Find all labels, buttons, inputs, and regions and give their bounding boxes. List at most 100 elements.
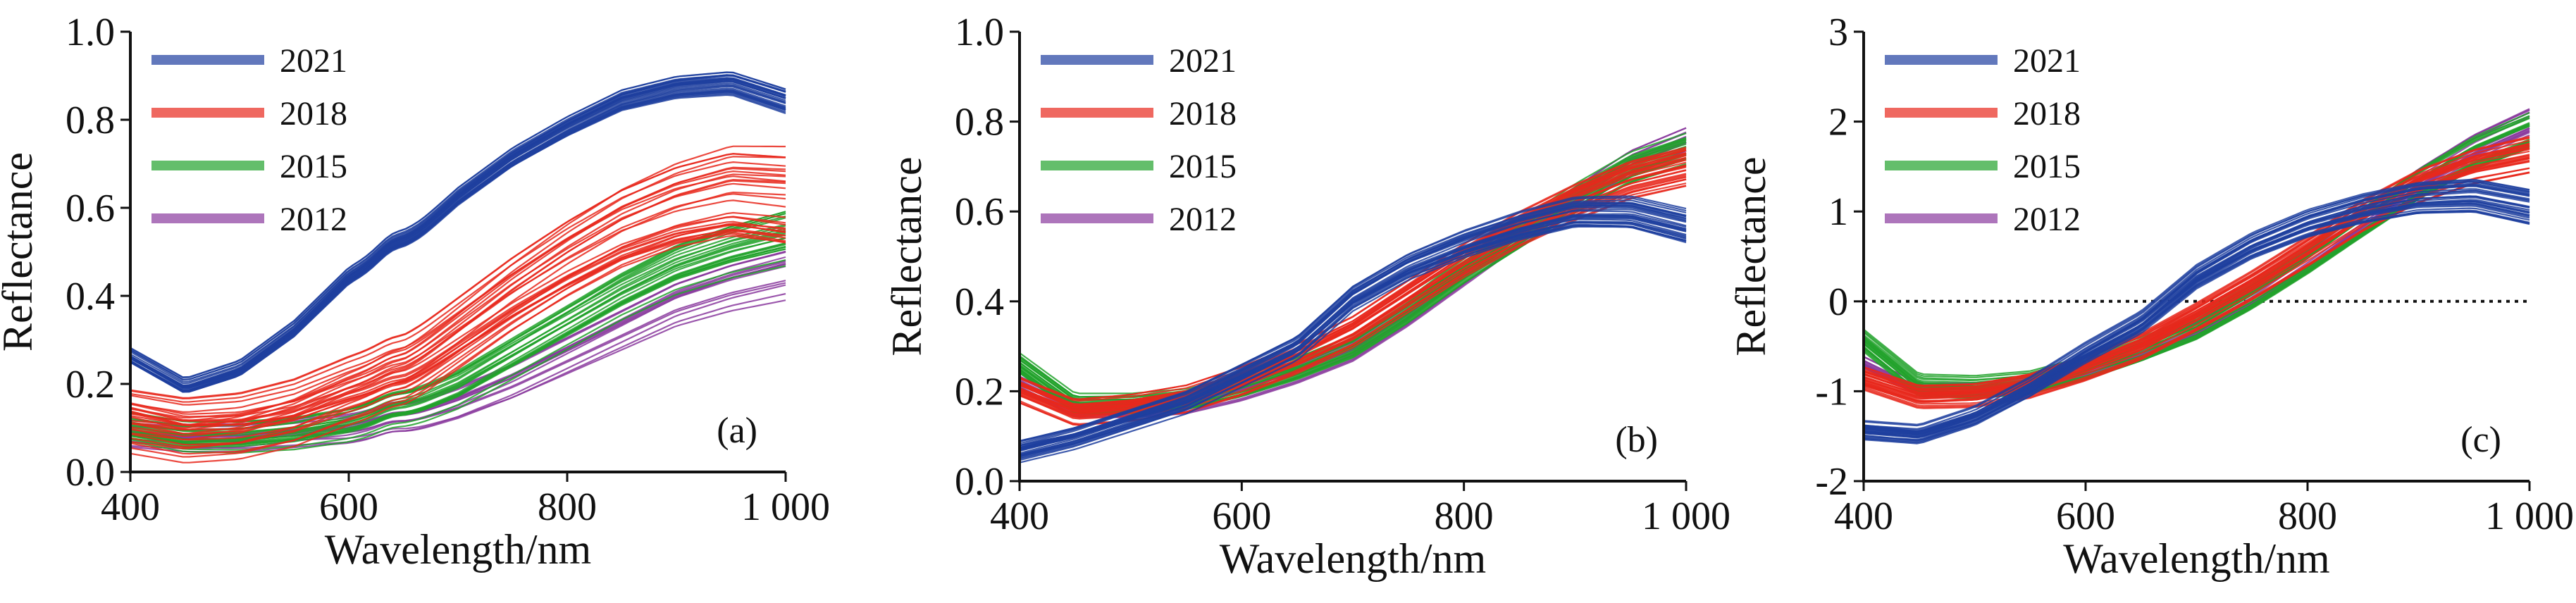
series-2021-curve [130,94,786,388]
series-2015 [1863,111,2530,399]
series-2012-curve [1019,131,1687,411]
y-tick-label: 0.4 [955,280,1004,324]
series-2021-curve [1019,202,1687,452]
series-2012-curve [1863,111,2530,394]
series-2015-curve [130,228,786,423]
legend-label-2018: 2018 [280,95,347,132]
series-2012-curve [1863,108,2530,390]
series-2018-curve [130,199,786,415]
y-tick-label: 0.4 [66,275,115,318]
x-tick-label: 1 000 [2485,495,2574,538]
legend: 2021 2018 2015 2012 [151,42,347,238]
x-axis-label: Wavelength/nm [325,526,591,573]
series-2018-curve [130,161,786,403]
y-tick-label: 0.6 [955,190,1004,234]
series-2018-curve [130,224,786,441]
y-tick-label: 0.8 [955,101,1004,144]
legend-label-2012: 2012 [2013,201,2081,238]
series-2021-curve [130,78,786,392]
legend-label-2012: 2012 [1169,201,1237,238]
y-tick-label: 1.0 [66,11,115,54]
series-2015-curve [1863,111,2530,387]
series-2018-curve [130,182,786,418]
x-tick-label: 1 000 [741,485,830,529]
series-2018-curve [130,173,786,435]
series-2018-curve [130,145,786,426]
y-tick-label: 0.8 [66,99,115,142]
series-2018-curve [130,229,786,430]
series-2015-curve [130,232,786,440]
series-2021-curve [130,77,786,380]
series-2015-curve [1019,138,1687,404]
legend-label-2015: 2015 [2013,148,2081,185]
panel-label: (b) [1615,420,1658,460]
y-tick-label: 0.0 [955,460,1004,504]
series-2018-curve [1863,171,2530,409]
y-axis-label: Reflectance [884,156,930,356]
chart-panel-3: -2 -1 0 1 2 3 400 600 800 1 000 Wavelength/nm Refle… [1728,11,2574,582]
series-2021 [1863,178,2530,445]
series-2012-curve [1019,137,1687,409]
series-2018-curve [1019,147,1687,401]
y-tick-label: -1 [1815,370,1848,414]
y-axis-label: Reflectance [0,152,41,352]
series-2012-curve [1863,108,2530,388]
series-2018-curve [1863,147,2530,404]
y-tick-label: 0.2 [66,363,115,406]
series-2021 [1019,195,1687,464]
series-2021-curve [1863,185,2530,436]
series-2018-curve [1019,161,1687,409]
series-2018-curve [1863,172,2530,409]
series-2018-curve [1019,152,1687,407]
series-2012-curve [1863,116,2530,394]
series-2021-curve [130,84,786,387]
series-2021-curve [130,80,786,388]
series-2018-curve [130,216,786,435]
legend-label-2018: 2018 [2013,95,2081,132]
series-2012 [1019,127,1687,418]
series-2021-curve [1863,195,2530,431]
x-tick-label: 600 [2056,495,2115,538]
x-tick-label: 800 [1435,495,1494,538]
series-2012 [1863,108,2530,397]
series-2018-curve [130,170,786,414]
series-2021-curve [1863,180,2530,427]
chart-panel-2: 0.0 0.2 0.4 0.6 0.8 1.0 400 600 800 1 000 Waveleng… [884,11,1730,582]
series-2021-curve [1019,205,1687,442]
x-tick-label: 400 [1834,495,1893,538]
series-2018-curve [130,175,786,406]
panel-label: (c) [2460,420,2501,460]
series-2018-curve [130,231,786,426]
series-2021-curve [1863,179,2530,430]
series-2018 [130,145,786,464]
y-axis-label: Reflectance [1728,156,1774,356]
y-tick-label: 3 [1828,11,1848,54]
series-2018-curve [1019,154,1687,412]
legend-label-2021: 2021 [1169,42,1237,80]
series-2015 [130,211,786,454]
series-2021 [130,71,786,393]
series-2015-curve [1863,117,2530,383]
legend-label-2021: 2021 [2013,42,2081,80]
x-tick-label: 400 [990,495,1049,538]
legend-label-2012: 2012 [280,201,347,238]
legend: 2021 2018 2015 2012 [1041,42,1237,238]
series-2012-curve [130,265,786,438]
series-2015 [1019,132,1687,415]
series-2021-curve [1863,178,2530,425]
x-axis-label: Wavelength/nm [1220,535,1486,582]
y-tick-label: 2 [1828,101,1848,144]
series-2018-curve [130,191,786,449]
series-2018-curve [1863,143,2530,390]
series-2012-curve [1863,109,2530,385]
legend-label-2021: 2021 [280,42,347,80]
x-tick-label: 400 [101,485,160,529]
series-2021-curve [1019,213,1687,459]
series-2018-curve [1863,147,2530,394]
x-tick-label: 600 [319,485,378,529]
series-2018-curve [1019,176,1687,416]
legend-label-2018: 2018 [1169,95,1237,132]
series-2021-curve [1863,210,2530,442]
series-2021-curve [130,82,786,387]
